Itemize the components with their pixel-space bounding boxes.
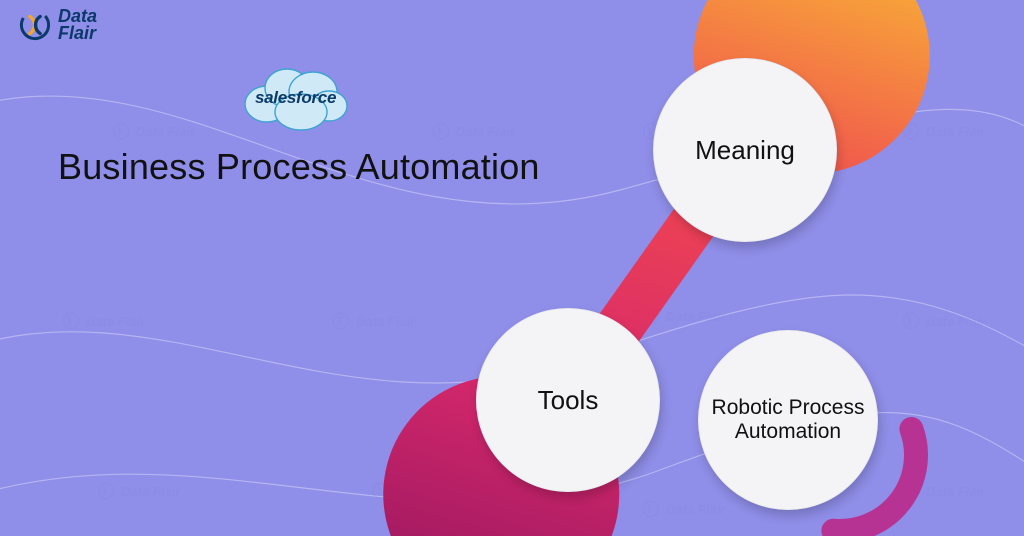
watermark: Data Flair <box>640 498 725 520</box>
diagram-node-label: Robotic Process Automation <box>698 396 878 444</box>
watermark: Data Flair <box>110 120 195 142</box>
brand-logo-line2: Flair <box>58 25 97 42</box>
salesforce-label: salesforce <box>255 88 335 108</box>
watermark: Data Flair <box>60 310 145 332</box>
diagram-node-label: Tools <box>526 385 611 416</box>
watermark: Data Flair <box>430 120 515 142</box>
diagram-node-rpa: Robotic Process Automation <box>698 330 878 510</box>
watermark: Data Flair <box>370 480 455 502</box>
watermark: Data Flair <box>330 310 415 332</box>
watermark: Data Flair <box>95 480 180 502</box>
diagram-node-tools: Tools <box>476 308 660 492</box>
page-title: Business Process Automation <box>58 146 540 188</box>
watermark: Data Flair <box>900 480 985 502</box>
watermark: Data Flair <box>900 310 985 332</box>
diagram-node-meaning: Meaning <box>653 58 837 242</box>
infographic-canvas: Data Flair Data Flair Data Flair Data Flair… <box>0 0 1024 536</box>
watermark: Data Flair <box>640 305 725 327</box>
brand-logo-text: Data Flair <box>58 8 97 42</box>
brand-logo: Data Flair <box>18 8 97 42</box>
watermark: Data Flair <box>900 120 985 142</box>
brand-logo-mark <box>18 8 52 42</box>
diagram-node-label: Meaning <box>683 135 807 166</box>
